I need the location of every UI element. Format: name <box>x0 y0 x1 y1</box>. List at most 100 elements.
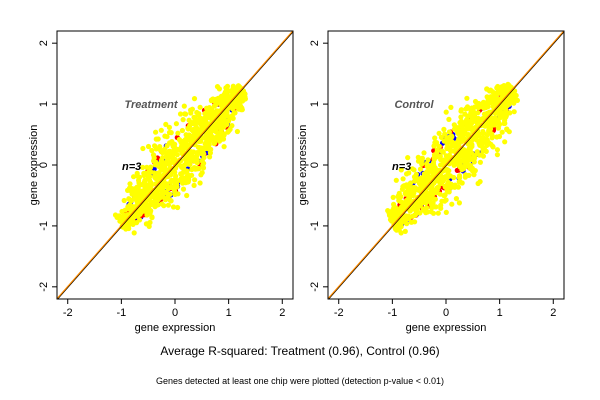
treatment-n-label: n=3 <box>122 161 141 173</box>
treatment-data-point <box>137 189 143 195</box>
treatment-data-point <box>160 186 166 192</box>
control-data-point <box>408 219 414 225</box>
treatment-data-point <box>221 144 227 150</box>
treatment-data-point <box>170 150 176 156</box>
control-data-point <box>477 159 483 165</box>
control-data-point <box>416 178 422 184</box>
control-y-tick-label: 1 <box>309 101 321 107</box>
control-data-point <box>431 170 437 176</box>
control-data-point <box>456 179 462 185</box>
treatment-x-axis-label: gene expression <box>135 322 216 334</box>
control-data-point <box>458 108 464 114</box>
control-x-axis-label: gene expression <box>406 322 487 334</box>
control-data-point <box>415 158 422 164</box>
control-data-point <box>434 147 440 153</box>
treatment-data-point <box>157 144 163 150</box>
control-data-point <box>420 206 426 212</box>
control-data-point <box>468 107 474 113</box>
treatment-data-point <box>216 121 222 127</box>
treatment-data-point <box>135 174 141 180</box>
treatment-data-point <box>153 193 160 199</box>
control-data-point <box>398 230 404 236</box>
control-data-point <box>443 109 449 115</box>
treatment-data-point <box>191 149 197 155</box>
control-data-point <box>469 156 475 162</box>
treatment-data-point <box>240 90 246 96</box>
treatment-data-point <box>192 132 198 138</box>
control-data-point <box>458 118 464 124</box>
control-data-point <box>464 156 470 162</box>
control-data-point <box>462 163 468 169</box>
control-data-point <box>481 105 487 111</box>
treatment-data-point <box>152 162 158 168</box>
control-data-point <box>456 139 462 145</box>
treatment-data-point <box>182 180 189 186</box>
control-data-point <box>433 204 439 210</box>
treatment-data-point <box>147 177 153 184</box>
control-x-tick-label: 0 <box>443 307 449 319</box>
treatment-data-point <box>155 136 161 142</box>
control-data-point <box>494 85 500 91</box>
treatment-data-point <box>196 117 202 123</box>
treatment-data-point <box>168 160 174 166</box>
treatment-data-point <box>208 131 214 137</box>
control-data-point <box>447 138 453 144</box>
control-data-point <box>478 152 484 158</box>
control-data-point <box>468 150 475 156</box>
control-data-point <box>421 150 427 156</box>
treatment-y-tick-label: 1 <box>38 101 50 107</box>
control-data-point <box>435 184 441 190</box>
control-data-point <box>451 148 457 154</box>
control-data-point <box>427 189 433 196</box>
control-data-point <box>424 163 430 169</box>
treatment-data-point <box>194 153 200 159</box>
control-data-point <box>455 184 461 190</box>
control-data-point <box>502 83 508 89</box>
control-data-point <box>473 151 480 157</box>
treatment-data-point <box>200 165 207 171</box>
control-data-point <box>448 181 454 187</box>
control-data-point <box>402 228 408 234</box>
treatment-data-point <box>211 111 217 117</box>
control-data-point <box>409 213 415 219</box>
treatment-data-point <box>131 230 137 236</box>
treatment-data-point <box>155 197 161 203</box>
treatment-data-point <box>132 213 138 219</box>
control-data-point <box>413 171 419 177</box>
control-data-point <box>476 131 482 137</box>
treatment-data-point <box>170 204 177 210</box>
treatment-point-cloud <box>112 83 248 236</box>
treatment-data-point <box>142 208 148 214</box>
treatment-data-point <box>191 182 197 188</box>
treatment-data-point <box>191 96 198 102</box>
treatment-data-point <box>147 184 153 190</box>
control-data-point <box>393 205 399 211</box>
treatment-data-point <box>158 160 164 166</box>
treatment-data-point <box>140 164 146 170</box>
control-data-point <box>497 90 503 96</box>
control-data-point <box>490 104 496 110</box>
treatment-data-point <box>141 170 147 176</box>
treatment-data-point <box>156 170 162 176</box>
control-data-point <box>466 172 472 178</box>
treatment-data-point <box>231 110 237 116</box>
treatment-x-tick-label: 2 <box>279 307 285 319</box>
treatment-data-point <box>230 115 236 121</box>
control-data-point <box>421 171 427 177</box>
treatment-data-point <box>128 188 134 194</box>
treatment-data-point <box>172 169 178 175</box>
control-data-point <box>468 121 474 127</box>
control-data-point <box>496 133 503 140</box>
treatment-x-tick-label: -1 <box>116 307 126 319</box>
control-data-point <box>398 167 404 173</box>
control-data-point <box>400 176 406 182</box>
control-data-point <box>460 131 466 137</box>
control-data-point <box>494 147 500 153</box>
treatment-x-tick-label: 1 <box>226 307 232 319</box>
treatment-data-point <box>218 115 224 121</box>
control-data-point <box>511 109 517 115</box>
treatment-panel-title: Treatment <box>125 99 179 111</box>
control-data-point <box>443 209 449 215</box>
control-data-point <box>432 142 438 148</box>
